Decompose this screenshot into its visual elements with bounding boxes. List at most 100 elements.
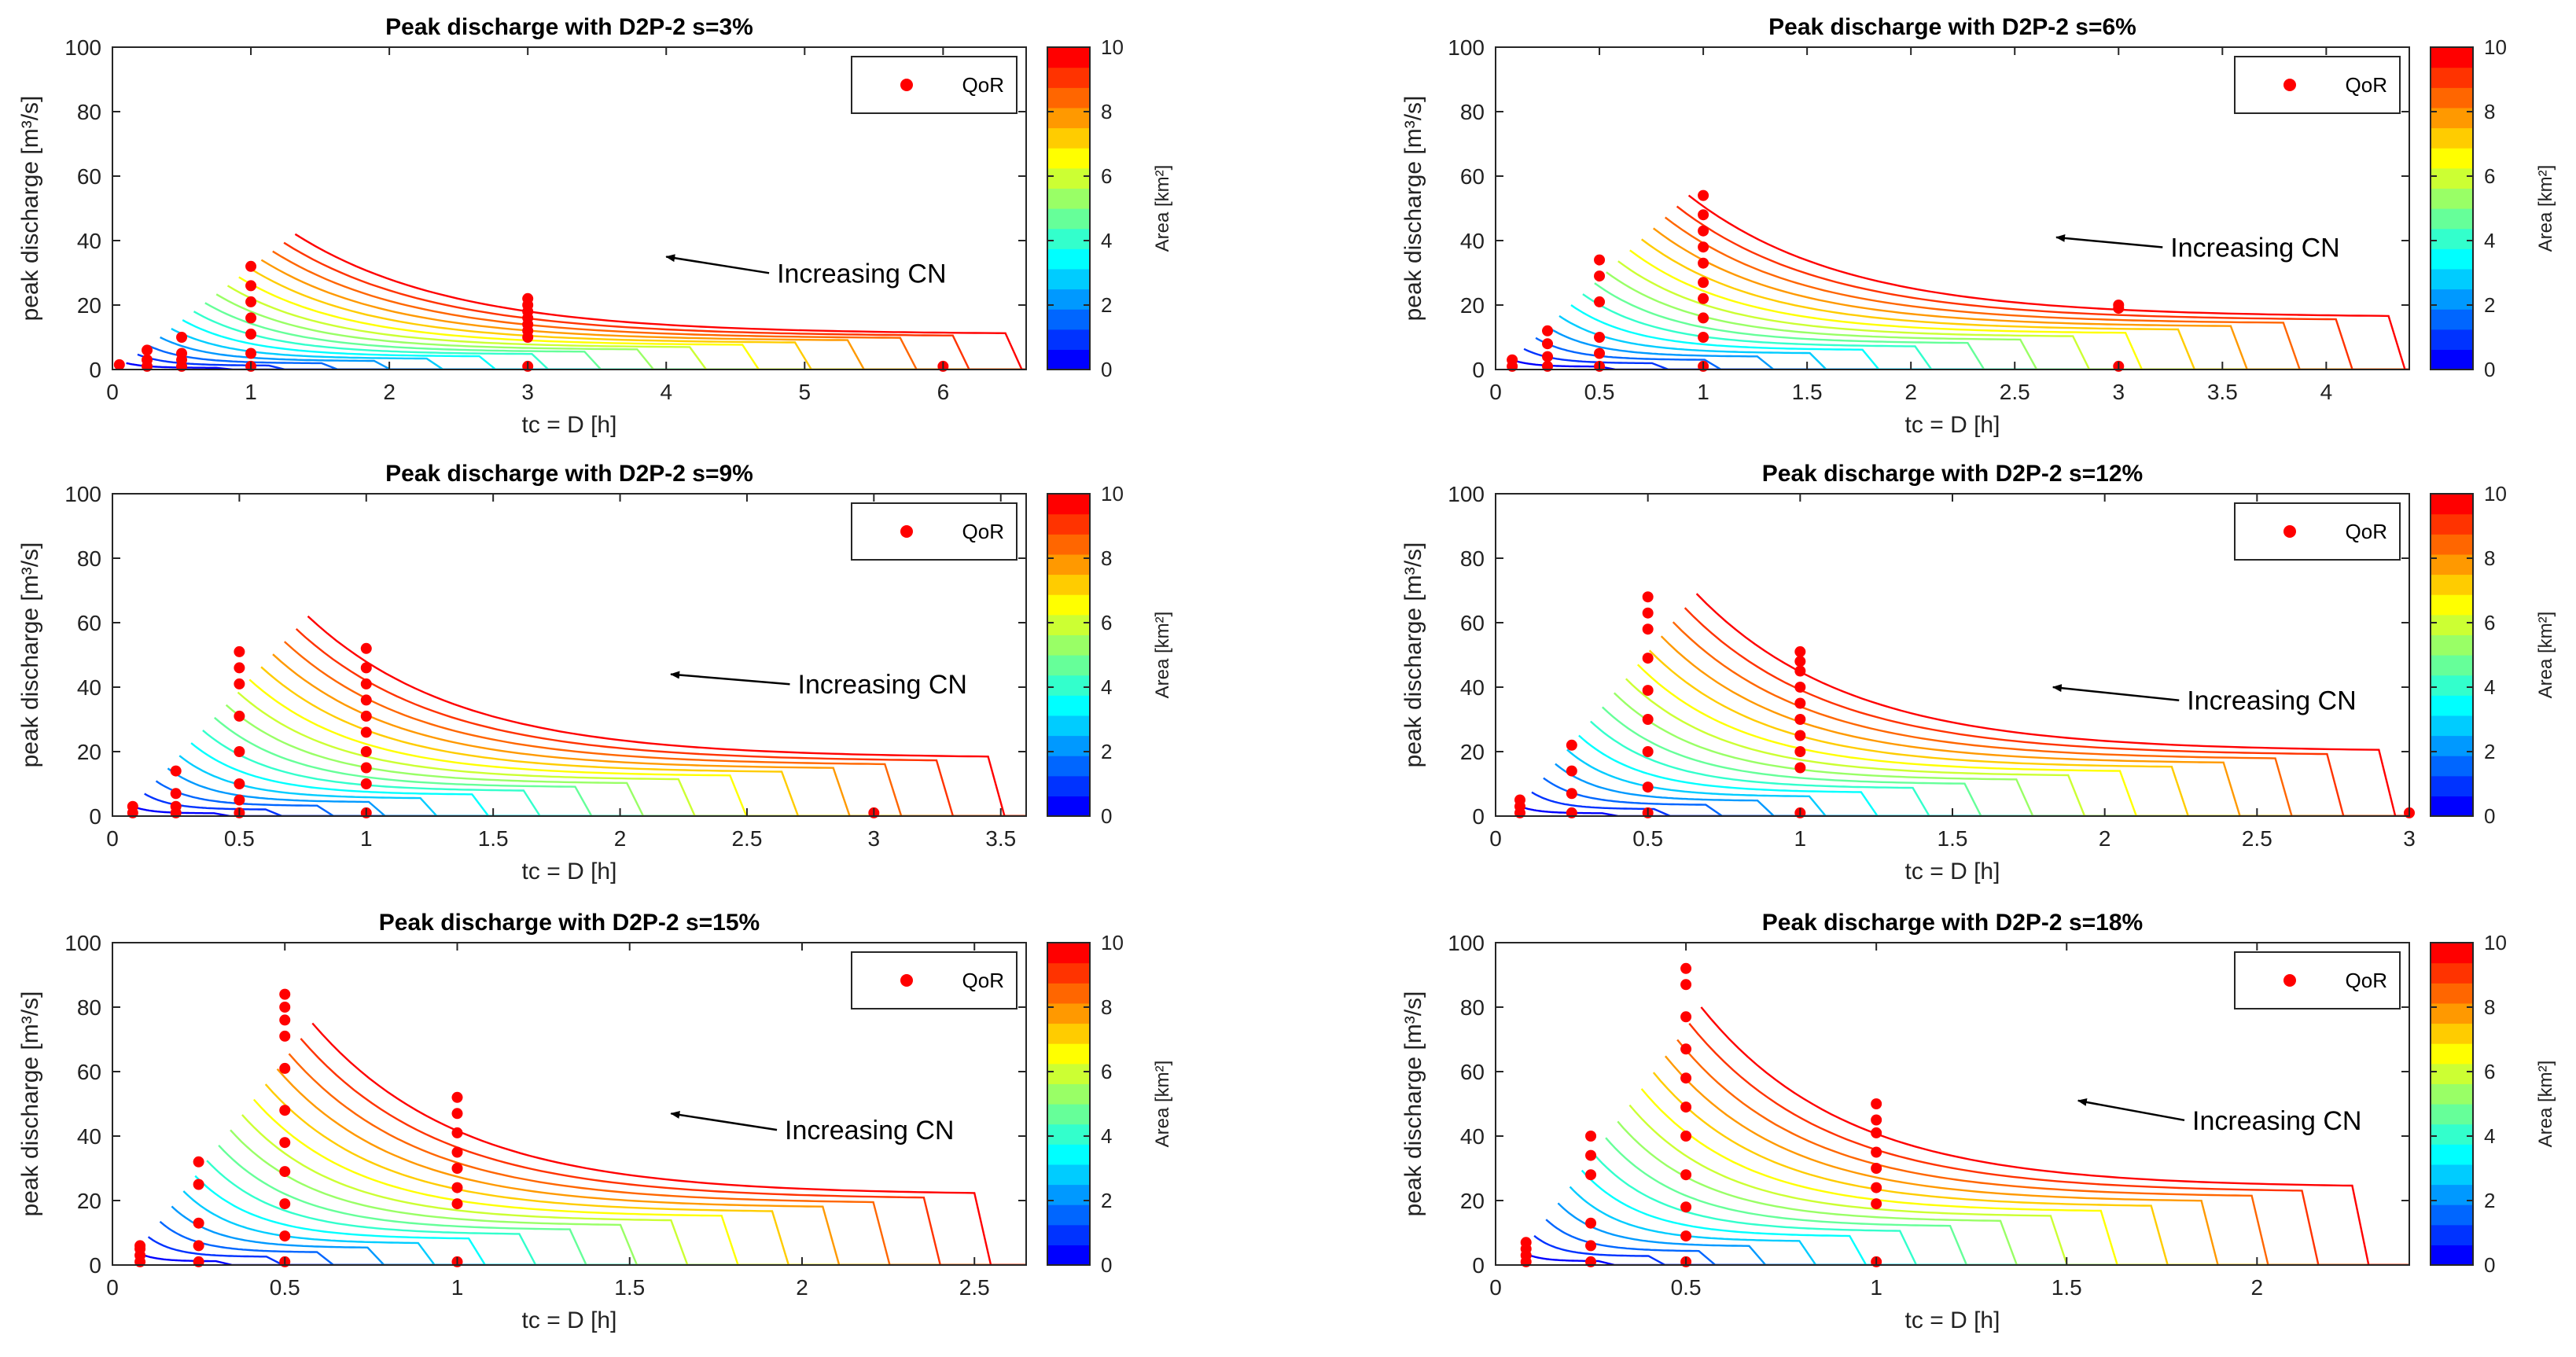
qor-point bbox=[113, 359, 125, 370]
y-tick-label: 80 bbox=[1460, 100, 1485, 124]
colorbar-frame bbox=[2430, 493, 2474, 817]
qor-point bbox=[1871, 1127, 1882, 1138]
colorbar-segment bbox=[1047, 1164, 1090, 1186]
qor-point bbox=[1566, 765, 1577, 777]
colorbar-tick-label: 8 bbox=[2484, 100, 2495, 123]
legend-marker bbox=[2283, 525, 2296, 538]
qor-point bbox=[1698, 257, 1709, 269]
qor-point bbox=[360, 694, 372, 706]
qor-point bbox=[170, 765, 182, 777]
colorbar-segment bbox=[2431, 553, 2473, 576]
annotation-arrow bbox=[2052, 684, 2180, 701]
annotation-arrow bbox=[670, 1111, 778, 1131]
colorbar-segment bbox=[2431, 1164, 2473, 1186]
y-tick-label: 40 bbox=[77, 675, 101, 700]
annotation-text: Increasing CN bbox=[2192, 1106, 2361, 1136]
y-axis-label: peak discharge [m³/s] bbox=[17, 96, 43, 322]
y-tick-label: 60 bbox=[77, 1060, 101, 1084]
colorbar-segment bbox=[1047, 1002, 1090, 1024]
colorbar-tick-label: 4 bbox=[2484, 1124, 2495, 1148]
colorbar-segment bbox=[2431, 494, 2473, 515]
colorbar-tick-label: 8 bbox=[1101, 100, 1112, 123]
colorbar-tick-label: 4 bbox=[2484, 229, 2495, 252]
qor-point bbox=[1542, 338, 1554, 350]
legend-label: QoR bbox=[2346, 520, 2387, 543]
area-curve bbox=[272, 250, 1026, 370]
area-curve bbox=[1589, 720, 2409, 816]
qor-point bbox=[451, 1182, 463, 1193]
qor-point bbox=[1585, 1149, 1597, 1161]
colorbar-segment bbox=[2431, 1245, 2473, 1266]
colorbar-tick-label: 10 bbox=[2484, 35, 2507, 59]
y-tick-label: 100 bbox=[1448, 931, 1485, 955]
area-curve bbox=[1664, 216, 2409, 370]
colorbar-segment bbox=[2431, 1083, 2473, 1105]
area-curve bbox=[1700, 1006, 2409, 1265]
qor-point bbox=[234, 746, 245, 757]
colorbar-segment bbox=[1047, 675, 1090, 696]
colorbar-segment bbox=[1047, 1224, 1090, 1245]
x-axis-label: tc = D [h] bbox=[522, 859, 617, 884]
colorbar-segment bbox=[2431, 47, 2473, 68]
colorbar-segment bbox=[2431, 513, 2473, 535]
colorbar-segment bbox=[1047, 188, 1090, 209]
colorbar-frame bbox=[2430, 46, 2474, 370]
colorbar-segment bbox=[2431, 329, 2473, 350]
colorbar-label: Area [km²] bbox=[2535, 1061, 2556, 1148]
area-curve bbox=[1628, 1104, 2409, 1265]
area-curve bbox=[1543, 777, 2409, 816]
qor-point bbox=[279, 1137, 291, 1149]
colorbar-segment bbox=[2431, 1224, 2473, 1245]
colorbar-tick-label: 0 bbox=[2484, 804, 2495, 828]
annotation-text: Increasing CN bbox=[2187, 686, 2356, 716]
area-curve bbox=[248, 678, 1026, 816]
colorbar-segment bbox=[2431, 1184, 2473, 1205]
qor-point bbox=[1642, 623, 1654, 635]
qor-point bbox=[1871, 1182, 1882, 1193]
colorbar-tick-label: 0 bbox=[2484, 358, 2495, 381]
area-curve bbox=[1582, 293, 2409, 370]
y-tick-label: 100 bbox=[64, 931, 101, 955]
colorbar-segment bbox=[1047, 534, 1090, 555]
colorbar-segment bbox=[1047, 494, 1090, 515]
qor-point bbox=[1871, 1114, 1882, 1126]
qor-point bbox=[451, 1108, 463, 1120]
area-curve bbox=[1617, 260, 2409, 370]
qor-point bbox=[245, 348, 257, 359]
x-tick-label: 1 bbox=[245, 380, 257, 404]
y-tick-label: 60 bbox=[77, 611, 101, 635]
colorbar: 0 2 4 6 8 10 Area [km²] bbox=[1047, 482, 1173, 828]
area-curve bbox=[1672, 621, 2409, 816]
y-tick-label: 40 bbox=[1460, 675, 1485, 700]
qor-point bbox=[279, 1105, 291, 1116]
qor-point bbox=[360, 778, 372, 789]
x-axis-label: tc = D [h] bbox=[1905, 859, 2000, 884]
colorbar-segment bbox=[1047, 289, 1090, 310]
qor-point bbox=[1871, 1098, 1882, 1109]
qor-point bbox=[1594, 254, 1606, 266]
colorbar-segment bbox=[1047, 127, 1090, 149]
qor-point bbox=[1642, 714, 1654, 725]
colorbar-segment bbox=[2431, 67, 2473, 88]
colorbar-segment bbox=[1047, 943, 1090, 964]
qor-point bbox=[170, 788, 182, 800]
qor-point bbox=[1514, 794, 1525, 806]
x-tick-label: 2 bbox=[1904, 380, 1917, 404]
y-tick-label: 80 bbox=[77, 546, 101, 571]
x-tick-label: 6 bbox=[937, 380, 950, 404]
colorbar-tick-label: 10 bbox=[2484, 931, 2507, 954]
y-tick-label: 60 bbox=[1460, 1060, 1485, 1084]
area-curve bbox=[1648, 649, 2409, 816]
qor-point bbox=[1680, 1230, 1692, 1242]
qor-point bbox=[1680, 1101, 1692, 1113]
x-tick-label: 0 bbox=[106, 380, 119, 404]
y-tick-label: 0 bbox=[1472, 358, 1485, 382]
qor-point bbox=[360, 762, 372, 774]
area-curve bbox=[1695, 593, 2409, 816]
qor-point bbox=[1698, 277, 1709, 289]
colorbar-segment bbox=[2431, 127, 2473, 149]
colorbar-segment bbox=[1047, 553, 1090, 576]
qor-point bbox=[142, 344, 153, 356]
colorbar-segment bbox=[1047, 634, 1090, 656]
